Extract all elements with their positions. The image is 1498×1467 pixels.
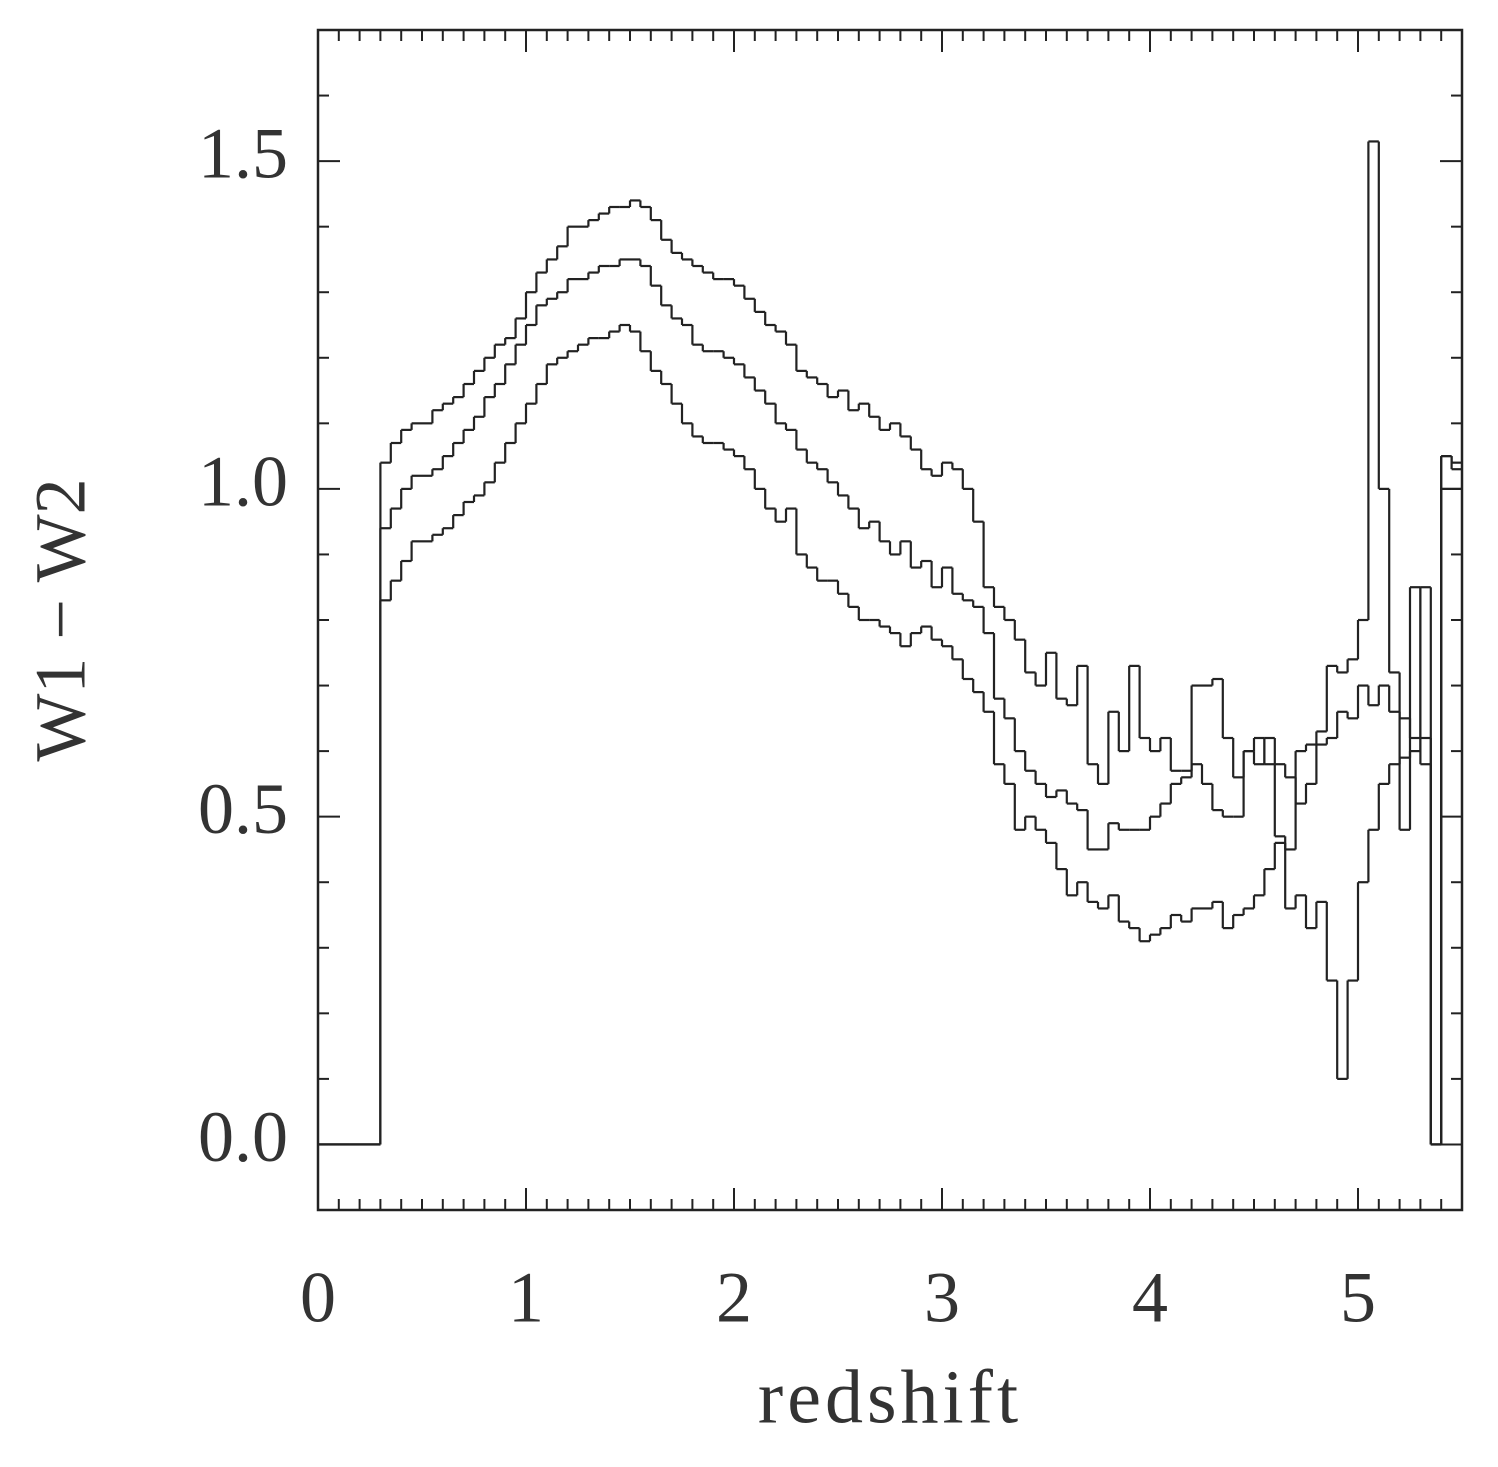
x-tick-label: 3 [924,1258,960,1338]
x-tick-label: 1 [508,1258,544,1338]
x-tick-label: 4 [1132,1258,1168,1338]
x-tick-label: 0 [300,1258,336,1338]
y-tick-label: 0.5 [198,769,288,849]
x-tick-label: 5 [1340,1258,1376,1338]
plot-frame [316,28,1464,1212]
y-axis-label: W1 − W2 [21,478,101,761]
x-tick-label: 2 [716,1258,752,1338]
x-axis-label: redshift [758,1355,1022,1439]
y-tick-label: 1.5 [198,114,288,194]
y-tick-label: 1.0 [198,441,288,521]
y-tick-label: 0.0 [198,1097,288,1177]
